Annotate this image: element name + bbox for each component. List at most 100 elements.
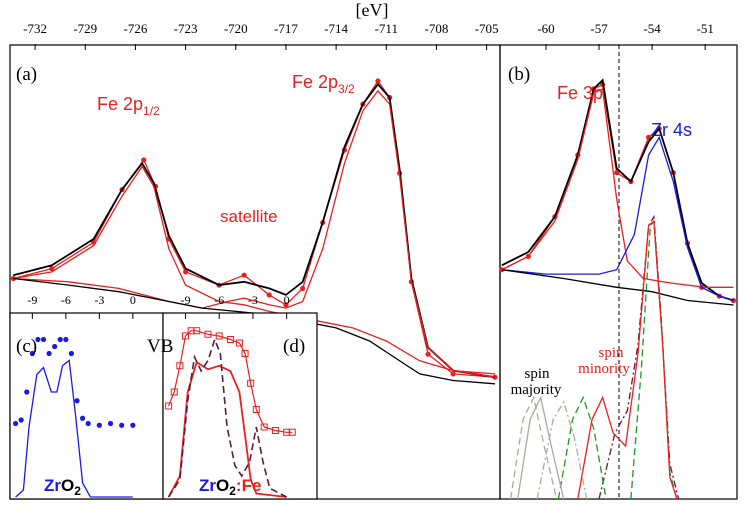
panel-d-data-0-point-11 — [247, 379, 255, 387]
panel-a-data-0-point-7 — [182, 269, 189, 275]
panel-a-data-0-point-16 — [375, 78, 381, 84]
panel-b-spin-curve-5 — [598, 214, 680, 500]
panel-d-data-0-point-16 — [288, 428, 296, 436]
panel-d-label: (d) — [283, 336, 305, 357]
axis-tick-marks — [34, 44, 706, 50]
panel-a-data-0-point-21 — [450, 371, 456, 377]
panel-a-data-0-point-12 — [300, 285, 306, 291]
panel-d-data-0-point-6 — [204, 330, 212, 338]
panel-c-data-0-point-0 — [12, 420, 19, 427]
panel-a-tick-0: -732 — [23, 21, 47, 36]
spin-minority-label-1: spin — [598, 345, 624, 361]
panel-c-data-0-point-3 — [29, 350, 35, 357]
panel-c-data-0-point-9 — [63, 336, 69, 343]
panel-c-data-0-point-1 — [18, 417, 24, 423]
panel-d-data-0-point-8 — [226, 336, 234, 343]
panel-c-data-0-point-10 — [68, 350, 75, 357]
panel-b-tick-1: -57 — [590, 21, 608, 36]
zro2-fe-label: ZrO2:Fe — [199, 476, 261, 498]
vb-label: VB — [147, 336, 173, 357]
panel-c-curves — [12, 336, 136, 498]
panel-c-data-0-point-6 — [46, 350, 52, 357]
panel-b-component-2 — [501, 87, 734, 288]
panel-b-background-4 — [501, 269, 734, 306]
panel-b-data-0-point-6 — [614, 170, 620, 176]
panel-d-tick-1: -6 — [214, 293, 224, 307]
panel-d-data-0-point-2 — [176, 362, 184, 370]
fe3p-annotation: Fe 3p — [557, 83, 603, 103]
panel-c-data-0-point-14 — [96, 422, 102, 428]
panel-d-data-0-point-14 — [271, 427, 279, 434]
panel-d-data-0-point-12 — [252, 406, 260, 413]
panel-a-data-0-point-4 — [141, 157, 147, 163]
panel-d-tick-2: -3 — [248, 293, 258, 307]
panel-c-data-0-point-12 — [79, 415, 86, 421]
panel-b-tick-0: -60 — [537, 21, 554, 36]
panel-d-data-0-point-1 — [170, 388, 178, 396]
panel-a-tick-6: -714 — [324, 21, 348, 36]
panel-d-tick-3: 0 — [284, 293, 290, 307]
panel-a-tick-8: -708 — [425, 21, 449, 36]
panel-d-dos-2 — [167, 337, 287, 498]
panel-b-data-0-point-8 — [645, 134, 652, 140]
panel-a-data-0-point-20 — [425, 351, 431, 357]
panel-d-data-0-point-10 — [241, 350, 249, 357]
panel-b-tick-2: -54 — [643, 21, 661, 36]
panel-b-component-3 — [501, 135, 734, 302]
panel-d-data-0-point-0 — [165, 402, 173, 410]
panel-b-fit-1 — [501, 78, 734, 302]
panel-c-data-0-point-7 — [52, 343, 58, 350]
panel-b-spin-curve-9 — [536, 400, 588, 500]
panel-d-data-0-point-5 — [193, 327, 201, 335]
panel-c-data-0-point-17 — [130, 422, 136, 428]
panel-a-tick-5: -717 — [274, 21, 298, 36]
panel-c-tick-1: -6 — [61, 293, 71, 307]
panel-b-tick-labels: -60 -57 -54 -51 — [537, 21, 714, 36]
panel-c-tick-3: 0 — [130, 293, 136, 307]
panel-b-spin-curve-8 — [557, 395, 607, 500]
panel-d-data-0-point-13 — [260, 423, 268, 431]
panel-b-tick-3: -51 — [696, 21, 713, 36]
panel-d-data-0-point-9 — [235, 339, 243, 347]
panel-c-frame — [9, 312, 164, 500]
zro2-label: ZrO2 — [44, 476, 81, 498]
panel-a-data-0-point-9 — [241, 272, 247, 278]
panel-b-spin-curve-7 — [577, 219, 678, 500]
panel-a-tick-1: -729 — [73, 21, 97, 36]
panel-b-spin-curve-10 — [509, 395, 558, 500]
panel-d-curves — [165, 327, 296, 498]
panel-b-label: (b) — [508, 64, 530, 85]
panel-b-curves — [499, 78, 737, 500]
panel-a-component-2 — [13, 165, 496, 375]
satellite-annotation: satellite — [220, 207, 278, 226]
panel-c-dos-1 — [15, 359, 133, 498]
panel-a-tick-labels: -732 -729 -726 -723 -720 -717 -714 -711 -708 -705 — [23, 21, 498, 36]
fe2p32-annotation: Fe 2p3/2 — [292, 72, 355, 96]
fe2p12-annotation: Fe 2p1/2 — [97, 94, 160, 118]
panel-c-data-0-point-2 — [24, 389, 30, 395]
zr4s-annotation: Zr 4s — [651, 120, 692, 140]
panel-d-tick-0: -9 — [180, 293, 190, 307]
panel-a-tick-9: -705 — [475, 21, 499, 36]
panel-c-tick-2: -3 — [94, 293, 104, 307]
panel-c-tick-0: -9 — [27, 293, 37, 307]
top-axis-unit-label: [eV] — [356, 0, 389, 20]
spin-minority-label-2: minority — [578, 361, 630, 377]
panel-a-tick-7: -711 — [375, 21, 398, 36]
panel-a-data-0-point-10 — [266, 292, 272, 298]
panel-c-data-0-point-13 — [85, 420, 91, 427]
panel-a-data-0-point-1 — [49, 266, 55, 272]
panel-c-data-0-point-15 — [107, 420, 114, 427]
panel-d-tick-labels: -9 -6 -3 0 — [180, 293, 290, 319]
panel-c-data-0-point-8 — [57, 336, 63, 343]
panel-a-label: (a) — [16, 64, 37, 85]
panel-a-tick-2: -726 — [124, 21, 148, 36]
panel-c-label: (c) — [16, 336, 37, 357]
panel-c-data-0-point-4 — [35, 336, 41, 343]
panel-d-data-0-line — [168, 330, 293, 433]
panel-c-data-0-point-11 — [74, 398, 80, 404]
panel-c-data-0-point-16 — [119, 422, 125, 428]
spin-majority-label-2: majority — [511, 382, 562, 398]
panel-c-tick-labels: -9 -6 -3 0 — [27, 293, 136, 319]
